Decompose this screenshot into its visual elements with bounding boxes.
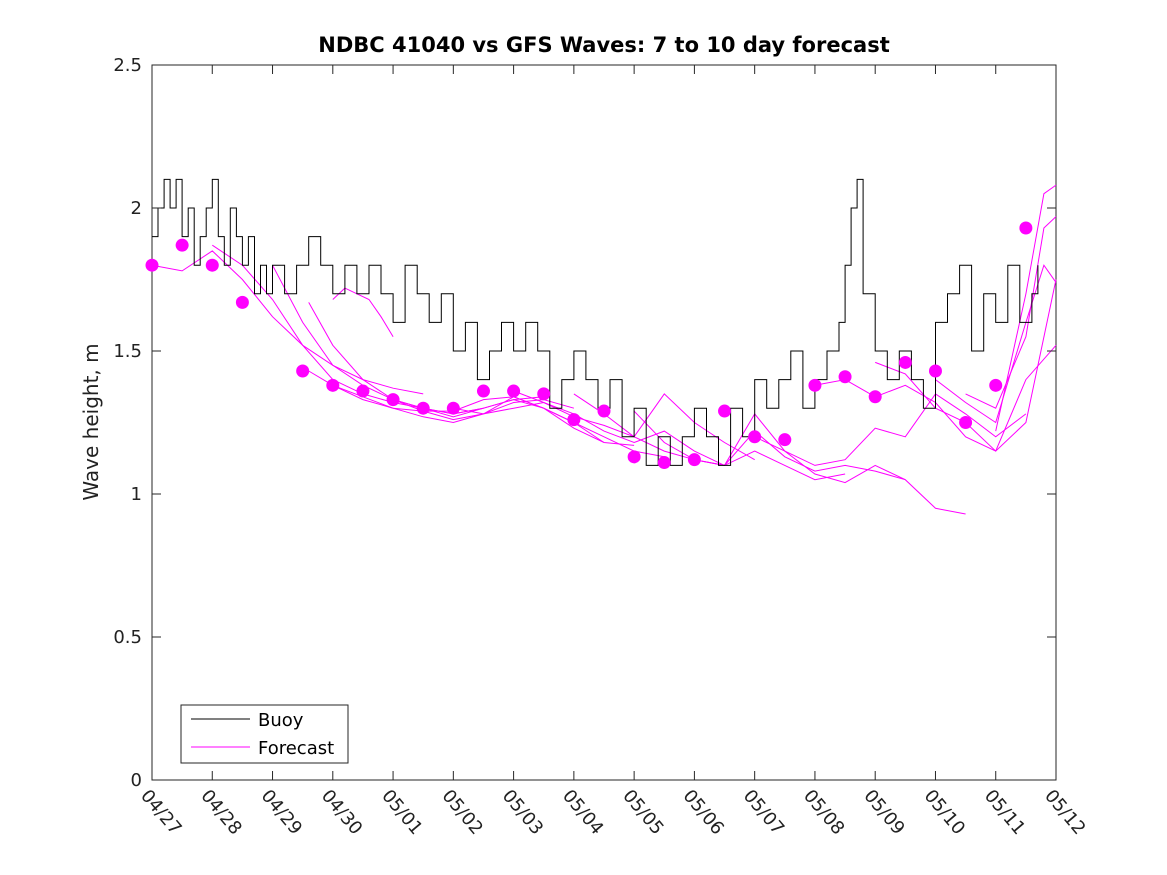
legend-forecast-label: Forecast: [258, 738, 334, 759]
y-tick-label: 1: [131, 484, 142, 505]
y-axis-label: Wave height, m: [79, 343, 103, 500]
forecast-line: [965, 216, 1057, 409]
forecast-marker: [296, 364, 310, 378]
plot-layer: [145, 178, 1057, 515]
forecast-marker: [718, 404, 732, 418]
y-tick-label: 0: [131, 770, 142, 791]
forecast-line: [995, 184, 1057, 432]
forecast-marker: [657, 456, 671, 470]
forecast-marker: [476, 384, 490, 398]
y-tick-label: 2.5: [113, 55, 142, 76]
forecast-marker: [928, 364, 942, 378]
forecast-marker: [748, 430, 762, 444]
forecast-marker: [597, 404, 611, 418]
forecast-marker: [507, 384, 521, 398]
forecast-marker: [567, 413, 581, 427]
forecast-marker: [898, 355, 912, 369]
forecast-marker: [868, 390, 882, 404]
legend-box: [180, 704, 349, 764]
forecast-marker: [145, 258, 159, 272]
y-tick-label: 2: [131, 198, 142, 219]
forecast-marker: [235, 295, 249, 309]
forecast-marker: [959, 416, 973, 429]
forecast-marker: [838, 370, 852, 384]
y-tick-label: 1.5: [113, 341, 142, 362]
forecast-line: [308, 302, 575, 421]
forecast-marker: [989, 378, 1003, 392]
forecast-marker: [778, 433, 792, 447]
forecast-line: [694, 413, 966, 515]
buoy-line: [152, 178, 1039, 466]
forecast-line: [392, 399, 665, 458]
forecast-marker: [416, 401, 430, 415]
forecast-line: [332, 287, 394, 337]
forecast-marker: [175, 238, 189, 252]
chart-title: NDBC 41040 vs GFS Waves: 7 to 10 day for…: [318, 33, 889, 57]
legend-buoy-label: Buoy: [258, 710, 304, 731]
plot-area: [151, 64, 1057, 781]
forecast-line: [453, 401, 725, 466]
forecast-line: [754, 393, 1027, 466]
forecast-marker: [1019, 221, 1033, 235]
forecast-marker: [537, 387, 551, 401]
forecast-marker: [205, 258, 219, 272]
forecast-line: [151, 250, 424, 395]
legend: Buoy Forecast: [180, 704, 349, 764]
y-tick-label: 0.5: [113, 627, 142, 648]
forecast-marker: [687, 453, 701, 467]
forecast-marker: [446, 401, 460, 415]
forecast-marker: [326, 378, 340, 392]
forecast-marker: [808, 378, 822, 392]
forecast-marker: [627, 450, 641, 464]
forecast-marker: [386, 393, 400, 407]
forecast-marker: [356, 384, 370, 398]
